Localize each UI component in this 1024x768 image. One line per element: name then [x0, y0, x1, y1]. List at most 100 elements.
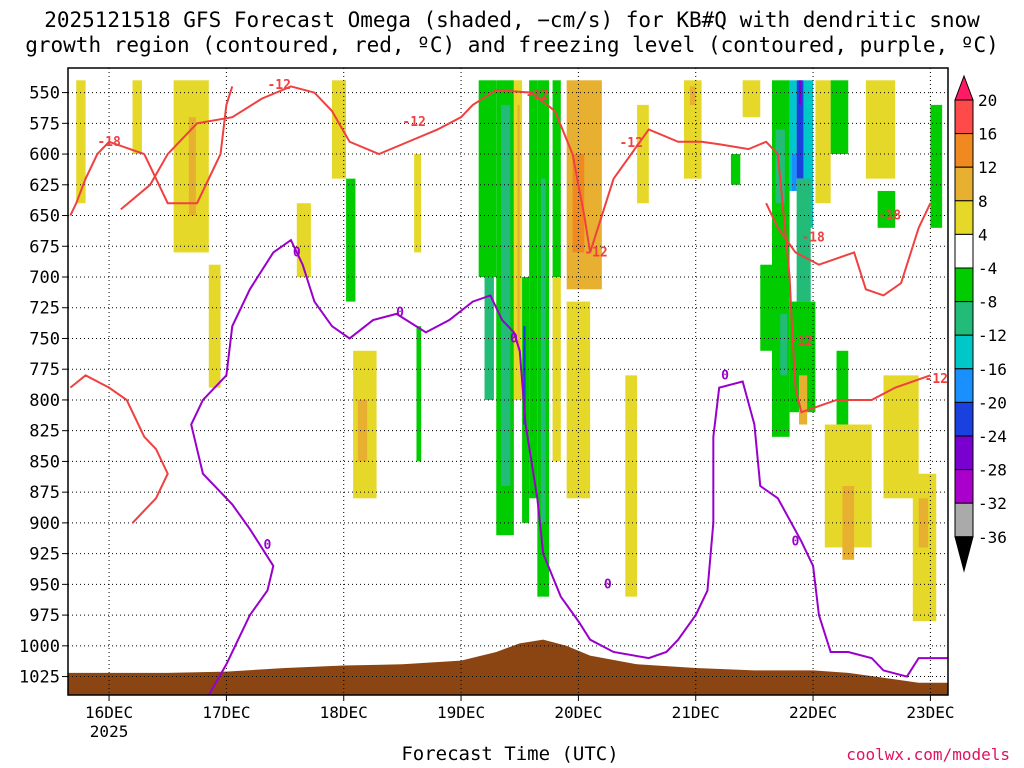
colorbar-swatch — [954, 267, 974, 303]
omega-cell — [500, 104, 511, 486]
dendritic-contour — [120, 85, 931, 414]
plot-area: -12 -12 -12 -12 -12 -12 -12 -18 -18 -18 0 0 0 0 0 0 0 — [68, 68, 948, 695]
dendritic-contour — [69, 86, 234, 216]
colorbar-bottom-arrow — [954, 536, 974, 573]
omega-cell — [775, 129, 785, 204]
colorbar-label: 12 — [978, 158, 997, 177]
colorbar-label: 4 — [978, 225, 988, 244]
omega-cell — [76, 80, 86, 204]
omega-cell — [332, 80, 347, 179]
omega-cell — [346, 178, 356, 302]
y-tick-label: 925 — [29, 545, 60, 565]
x-tick-label: 16DEC — [85, 703, 133, 722]
colorbar-label: -4 — [978, 259, 997, 278]
y-tick-label: 725 — [29, 299, 60, 319]
colorbar-label: -16 — [978, 360, 1007, 379]
colorbar-swatch — [954, 200, 974, 235]
omega-cell — [789, 80, 797, 191]
colorbar-swatch — [954, 368, 974, 403]
x-tick-label: 21DEC — [672, 703, 720, 722]
freezing-contour-label: 0 — [721, 368, 729, 383]
freezing-contour-label: 0 — [604, 577, 612, 592]
dendritic-contour-label: -12 — [925, 372, 948, 387]
omega-cell — [572, 154, 585, 253]
y-tick-label: 900 — [29, 514, 60, 534]
freezing-contour — [190, 238, 948, 695]
y-tick-label: 775 — [29, 360, 60, 380]
chart-title-line1: 2025121518 GFS Forecast Omega (shaded, −… — [44, 8, 980, 32]
x-tick-label: 23DEC — [906, 703, 954, 722]
omega-cell — [208, 264, 221, 388]
dendritic-contour-label: -18 — [801, 231, 825, 246]
colorbar-label: -28 — [978, 461, 1007, 480]
y-tick-label: 700 — [29, 268, 60, 288]
x-tick-label: 20DEC — [554, 703, 602, 722]
omega-cell — [552, 80, 561, 277]
dendritic-contour-label: -12 — [267, 78, 290, 93]
x-tick-label: 22DEC — [789, 703, 837, 722]
omega-cell — [830, 80, 849, 155]
x-tick-label: 17DEC — [202, 703, 250, 722]
freezing-contour-label: 0 — [396, 306, 404, 321]
y-tick-label: 1025 — [19, 668, 60, 688]
colorbar-swatch — [954, 166, 974, 202]
omega-cell — [529, 80, 538, 499]
omega-cell — [730, 154, 741, 185]
x-tick-label: 19DEC — [437, 703, 485, 722]
freezing-contour-label: 0 — [293, 245, 301, 260]
omega-cell — [414, 154, 422, 253]
y-tick-label: 750 — [29, 329, 60, 349]
omega-cell — [637, 104, 649, 204]
terrain-area — [68, 639, 948, 695]
colorbar-label: -36 — [978, 528, 1007, 547]
omega-cell — [523, 326, 526, 425]
y-tick-label: 850 — [29, 452, 60, 472]
colorbar-swatch — [954, 233, 974, 269]
omega-cell — [877, 190, 896, 228]
colorbar-label: -8 — [978, 293, 997, 312]
omega-cell — [478, 80, 497, 277]
omega-cell — [796, 80, 804, 179]
colorbar-swatch — [954, 99, 974, 135]
colorbar-label: 20 — [978, 91, 997, 110]
x-tick-label: 18DEC — [320, 703, 368, 722]
y-tick-label: 575 — [29, 114, 60, 134]
dendritic-contour — [69, 374, 169, 524]
omega-cell — [865, 80, 896, 179]
site-credit: coolwx.com/models — [846, 745, 1010, 764]
y-tick-label: 1000 — [19, 637, 60, 657]
omega-cell — [566, 301, 591, 499]
omega-cell — [132, 80, 142, 155]
dendritic-contour-label: -12 — [790, 334, 813, 349]
omega-cell — [930, 104, 943, 228]
dendritic-contour-label: -12 — [526, 88, 549, 103]
y-tick-label: 975 — [29, 606, 60, 626]
omega-cell — [742, 80, 761, 118]
dendritic-contour-label: -12 — [619, 136, 642, 151]
chart-title-line2: growth region (contoured, red, ºC) and f… — [25, 33, 999, 57]
omega-cell — [836, 350, 849, 425]
dendritic-contour-label: -18 — [97, 135, 121, 150]
omega-cell — [416, 326, 422, 462]
omega-cell — [357, 399, 368, 462]
dendritic-contour-label: -18 — [878, 209, 902, 224]
freezing-contour-label: 0 — [510, 331, 518, 346]
colorbar-label: -12 — [978, 326, 1007, 345]
colorbar-top-arrow — [954, 74, 974, 101]
colorbar-swatch — [954, 435, 974, 471]
colorbar-swatch — [954, 301, 974, 336]
colorbar-label: -20 — [978, 393, 1007, 412]
y-tick-label: 600 — [29, 145, 60, 165]
omega-cell — [188, 117, 196, 216]
omega-cell — [780, 313, 788, 376]
dendritic-contour — [765, 202, 932, 297]
omega-cell — [796, 178, 811, 302]
colorbar-label: 16 — [978, 125, 997, 144]
omega-cell — [517, 104, 520, 351]
colorbar-swatch — [954, 133, 974, 168]
freezing-contour-label: 0 — [264, 538, 272, 553]
colorbar-swatch — [954, 502, 974, 538]
colorbar-label: -24 — [978, 427, 1007, 446]
